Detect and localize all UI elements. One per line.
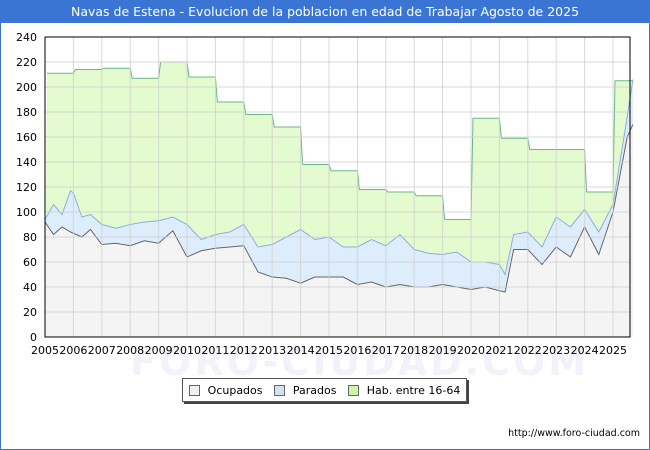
legend-item-hab[interactable]: Hab. entre 16-64	[347, 383, 461, 397]
watermark: FORO-CIUDAD.COM	[130, 340, 590, 384]
svg-text:60: 60	[23, 256, 37, 269]
svg-text:2006: 2006	[59, 344, 87, 357]
svg-text:2021: 2021	[485, 344, 513, 357]
svg-text:2011: 2011	[201, 344, 229, 357]
svg-text:40: 40	[23, 281, 37, 294]
svg-text:2014: 2014	[287, 344, 315, 357]
svg-text:0: 0	[30, 331, 37, 344]
svg-text:2007: 2007	[88, 344, 116, 357]
svg-text:2023: 2023	[542, 344, 570, 357]
svg-text:100: 100	[16, 206, 37, 219]
parados-swatch-icon	[273, 384, 285, 396]
svg-text:2015: 2015	[315, 344, 343, 357]
svg-text:20: 20	[23, 306, 37, 319]
svg-text:2018: 2018	[400, 344, 428, 357]
svg-text:2017: 2017	[372, 344, 400, 357]
svg-text:2005: 2005	[31, 344, 59, 357]
legend-item-parados[interactable]: Parados	[273, 383, 337, 397]
legend-label: Ocupados	[207, 383, 263, 397]
svg-text:180: 180	[16, 106, 37, 119]
svg-text:2022: 2022	[514, 344, 542, 357]
chart-legend: Ocupados Parados Hab. entre 16-64	[182, 378, 467, 402]
svg-text:2020: 2020	[457, 344, 485, 357]
hab-swatch-icon	[347, 384, 359, 396]
svg-text:2008: 2008	[116, 344, 144, 357]
svg-text:160: 160	[16, 131, 37, 144]
legend-item-ocupados[interactable]: Ocupados	[188, 383, 263, 397]
svg-text:2024: 2024	[571, 344, 599, 357]
svg-text:200: 200	[16, 81, 37, 94]
svg-text:2019: 2019	[429, 344, 457, 357]
svg-text:140: 140	[16, 156, 37, 169]
svg-text:2010: 2010	[173, 344, 201, 357]
svg-text:240: 240	[16, 31, 37, 44]
chart-title: Navas de Estena - Evolucion de la poblac…	[0, 0, 650, 23]
legend-label: Parados	[292, 383, 337, 397]
legend-label: Hab. entre 16-64	[366, 383, 461, 397]
svg-text:2013: 2013	[258, 344, 286, 357]
svg-text:80: 80	[23, 231, 37, 244]
svg-text:2016: 2016	[343, 344, 371, 357]
svg-text:220: 220	[16, 56, 37, 69]
svg-text:2012: 2012	[230, 344, 258, 357]
source-link[interactable]: http://www.foro-ciudad.com	[508, 428, 640, 439]
svg-text:2009: 2009	[145, 344, 173, 357]
svg-text:2025: 2025	[599, 344, 627, 357]
svg-text:120: 120	[16, 181, 37, 194]
ocupados-swatch-icon	[188, 384, 200, 396]
